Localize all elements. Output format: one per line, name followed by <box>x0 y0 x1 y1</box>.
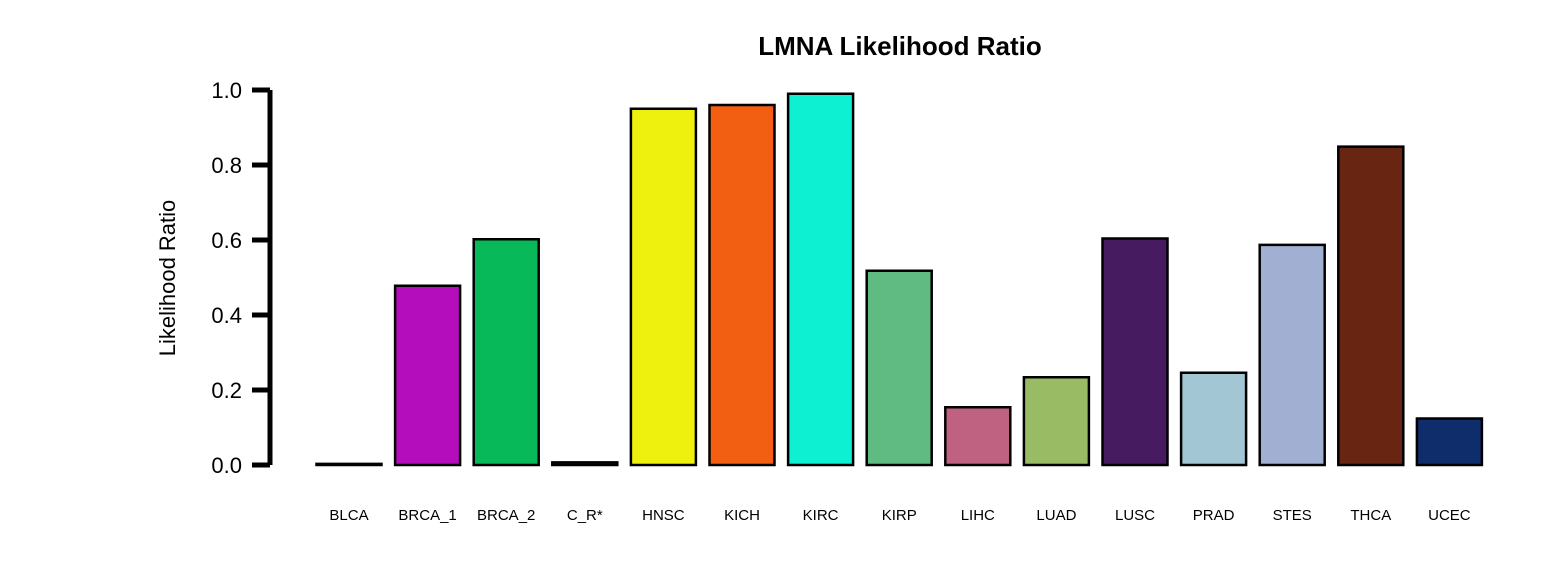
y-tick-label: 0.4 <box>211 303 242 328</box>
x-tick-label: PRAD <box>1193 507 1235 524</box>
chart-title: LMNA Likelihood Ratio <box>758 31 1042 61</box>
bar-lusc <box>1101 237 1169 467</box>
bar-hnsc <box>629 107 698 467</box>
x-tick-label: STES <box>1273 507 1312 524</box>
bar-stes <box>1258 243 1326 467</box>
bar-brca-1 <box>393 284 462 467</box>
bars-group <box>315 92 1484 467</box>
bar-kirc <box>786 92 855 467</box>
bar-brca-2 <box>472 238 540 467</box>
y-tick-label: 0.2 <box>211 378 242 403</box>
bar-ucec <box>1415 417 1484 467</box>
x-tick-label: KIRC <box>803 507 839 524</box>
x-tick-label: LUSC <box>1115 507 1155 524</box>
y-tick-label: 0.8 <box>211 153 242 178</box>
y-tick-label: 0.6 <box>211 228 242 253</box>
x-tick-label: KICH <box>724 507 760 524</box>
bar-thca <box>1337 145 1405 467</box>
x-tick-label: BRCA_1 <box>398 507 456 524</box>
x-tick-label: KIRP <box>882 507 917 524</box>
y-axis: 0.0 0.2 0.4 0.6 0.8 1.0 <box>211 78 273 478</box>
x-tick-label: UCEC <box>1428 507 1471 524</box>
bar-luad <box>1022 376 1091 467</box>
x-tick-label: BLCA <box>329 507 368 524</box>
bar-blca <box>315 462 383 467</box>
x-tick-label: LIHC <box>961 507 995 524</box>
bar-kirp <box>865 269 933 467</box>
x-tick-label: LUAD <box>1036 507 1076 524</box>
bar-prad <box>1179 371 1248 467</box>
y-tick-label: 0.0 <box>211 453 242 478</box>
x-tick-labels: BLCA BRCA_1 BRCA_2 C_R* HNSC KICH KIRC KIRP LIHC… <box>329 507 1470 524</box>
bar-lihc <box>944 406 1012 467</box>
y-tick-label: 1.0 <box>211 78 242 103</box>
bar-c-r <box>551 461 619 467</box>
x-tick-label: HNSC <box>642 507 685 524</box>
x-tick-label: BRCA_2 <box>477 507 535 524</box>
x-tick-label: THCA <box>1350 507 1391 524</box>
x-tick-label: C_R* <box>567 507 603 524</box>
y-axis-label: Likelihood Ratio <box>155 200 180 357</box>
bar-kich <box>708 103 776 467</box>
